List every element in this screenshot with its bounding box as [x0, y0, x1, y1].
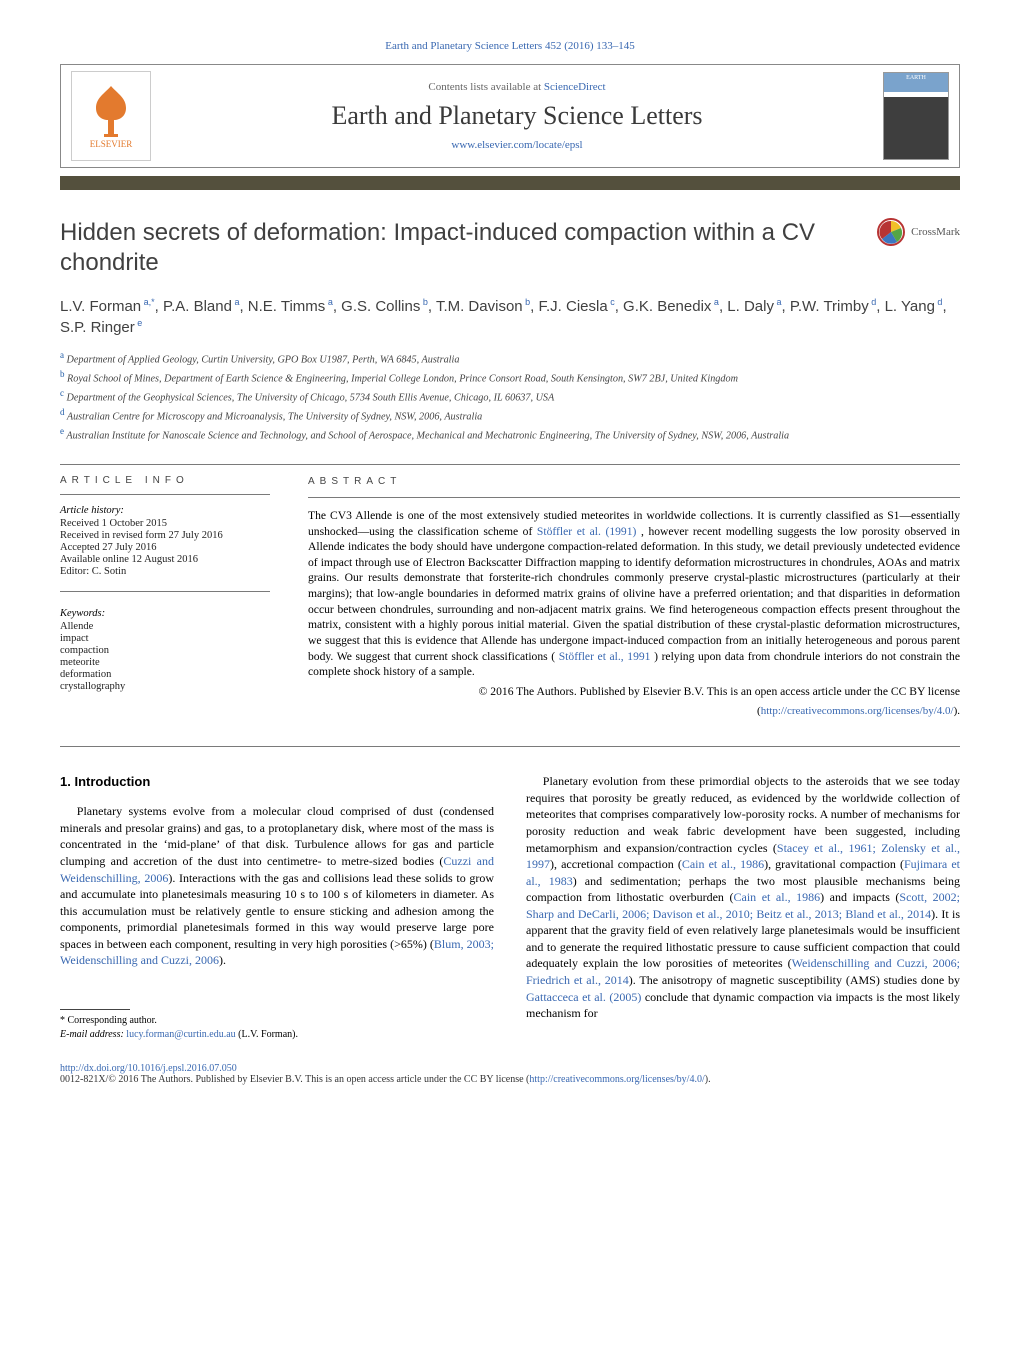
license-close-paren: ). — [954, 705, 960, 717]
article-info-label: ARTICLE INFO — [60, 475, 270, 486]
keywords-heading: Keywords: — [60, 608, 270, 619]
corresponding-author-block: * Corresponding author. E-mail address: … — [60, 1009, 494, 1042]
section-heading-introduction: 1. Introduction — [60, 773, 494, 791]
footer-close: ). — [705, 1074, 711, 1085]
elsevier-wordmark: ELSEVIER — [90, 139, 133, 149]
affiliation-line: b Royal School of Mines, Department of E… — [60, 368, 960, 387]
keyword: meteorite — [60, 657, 270, 668]
history-line: Received 1 October 2015 — [60, 518, 270, 529]
abstract-cite-2[interactable]: Stöffler et al., 1991 — [559, 650, 651, 663]
p1-seg-1: Planetary systems evolve from a molecula… — [60, 804, 494, 868]
corresponding-email-link[interactable]: lucy.forman@curtin.edu.au — [126, 1029, 235, 1040]
crossmark-icon — [877, 218, 905, 246]
journal-homepage-link[interactable]: www.elsevier.com/locate/epsl — [451, 139, 582, 151]
footer-license-link[interactable]: http://creativecommons.org/licenses/by/4… — [529, 1074, 704, 1085]
history-line: Available online 12 August 2016 — [60, 554, 270, 565]
body-two-column: 1. Introduction Planetary systems evolve… — [60, 773, 960, 1041]
history-line: Editor: C. Sotin — [60, 566, 270, 577]
keyword: compaction — [60, 645, 270, 656]
affiliations-block: a Department of Applied Geology, Curtin … — [60, 349, 960, 445]
issn-line: 0012-821X/© 2016 The Authors. Published … — [60, 1074, 529, 1085]
abstract-column: ABSTRACT The CV3 Allende is one of the m… — [308, 475, 960, 718]
elsevier-tree-icon — [86, 84, 136, 139]
journal-citation-link[interactable]: Earth and Planetary Science Letters 452 … — [385, 40, 635, 52]
banner-rule-bar — [60, 176, 960, 190]
abstract-copyright: © 2016 The Authors. Published by Elsevie… — [308, 684, 960, 700]
p1-seg-3: ). — [219, 953, 226, 967]
keyword: Allende — [60, 621, 270, 632]
sciencedirect-line: Contents lists available at ScienceDirec… — [163, 81, 871, 93]
email-suffix: (L.V. Forman). — [236, 1029, 298, 1040]
history-line: Received in revised form 27 July 2016 — [60, 530, 270, 541]
abstract-rule — [308, 497, 960, 498]
p2-seg-7: ). The anisotropy of magnetic susceptibi… — [629, 973, 960, 987]
journal-banner: ELSEVIER Contents lists available at Sci… — [60, 64, 960, 168]
affiliation-line: c Department of the Geophysical Sciences… — [60, 387, 960, 406]
affiliation-line: e Australian Institute for Nanoscale Sci… — [60, 425, 960, 444]
license-link[interactable]: http://creativecommons.org/licenses/by/4… — [761, 705, 954, 717]
affiliation-line: d Australian Centre for Microscopy and M… — [60, 406, 960, 425]
keywords-rule — [60, 591, 270, 592]
abstract-cite-1[interactable]: Stöffler et al. (1991) — [537, 525, 636, 538]
keyword: crystallography — [60, 681, 270, 692]
keyword: impact — [60, 633, 270, 644]
email-label: E-mail address: — [60, 1029, 126, 1040]
intro-paragraph-2: Planetary evolution from these primordia… — [526, 773, 960, 1021]
abstract-text: The CV3 Allende is one of the most exten… — [308, 508, 960, 680]
elsevier-logo: ELSEVIER — [71, 71, 151, 161]
history-line: Accepted 27 July 2016 — [60, 542, 270, 553]
p2-cite-2[interactable]: Cain et al., 1986 — [682, 857, 764, 871]
abstract-label: ABSTRACT — [308, 475, 960, 489]
article-history-heading: Article history: — [60, 505, 270, 516]
lists-prefix: Contents lists available at — [428, 81, 543, 93]
crossmark-badge[interactable]: CrossMark — [877, 218, 960, 246]
journal-citation-line: Earth and Planetary Science Letters 452 … — [60, 40, 960, 52]
p2-cite-7[interactable]: Gattacceca et al. (2005) — [526, 990, 641, 1004]
doi-link[interactable]: http://dx.doi.org/10.1016/j.epsl.2016.07… — [60, 1063, 237, 1074]
page-footer: http://dx.doi.org/10.1016/j.epsl.2016.07… — [60, 1063, 960, 1085]
article-info-column: ARTICLE INFO Article history: Received 1… — [60, 475, 270, 718]
info-rule — [60, 494, 270, 495]
journal-cover-thumbnail: EARTH — [883, 72, 949, 160]
crossmark-label: CrossMark — [911, 226, 960, 238]
author-list: L.V. Forman a,*, P.A. Bland a, N.E. Timm… — [60, 296, 960, 339]
affiliation-line: a Department of Applied Geology, Curtin … — [60, 349, 960, 368]
sciencedirect-link[interactable]: ScienceDirect — [544, 81, 606, 93]
separator-line — [60, 464, 960, 465]
journal-homepage: www.elsevier.com/locate/epsl — [163, 139, 871, 151]
article-title: Hidden secrets of deformation: Impact-in… — [60, 218, 863, 278]
copyright-text: © 2016 The Authors. Published by Elsevie… — [479, 685, 960, 698]
full-width-rule — [60, 746, 960, 747]
p2-seg-2: ), accretional compaction ( — [550, 857, 682, 871]
p2-cite-4[interactable]: Cain et al., 1986 — [733, 890, 820, 904]
keyword: deformation — [60, 669, 270, 680]
p2-seg-3: ), gravitational compaction ( — [764, 857, 904, 871]
journal-title: Earth and Planetary Science Letters — [163, 101, 871, 131]
abstract-license-line: (http://creativecommons.org/licenses/by/… — [308, 704, 960, 719]
p2-seg-5: ) and impacts ( — [820, 890, 899, 904]
abstract-seg-2: , however recent modelling suggests the … — [308, 525, 960, 663]
footnote-rule — [60, 1009, 130, 1010]
journal-cover-label: EARTH — [906, 75, 926, 81]
intro-paragraph-1: Planetary systems evolve from a molecula… — [60, 803, 494, 968]
corresponding-text: Corresponding author. — [65, 1015, 157, 1026]
